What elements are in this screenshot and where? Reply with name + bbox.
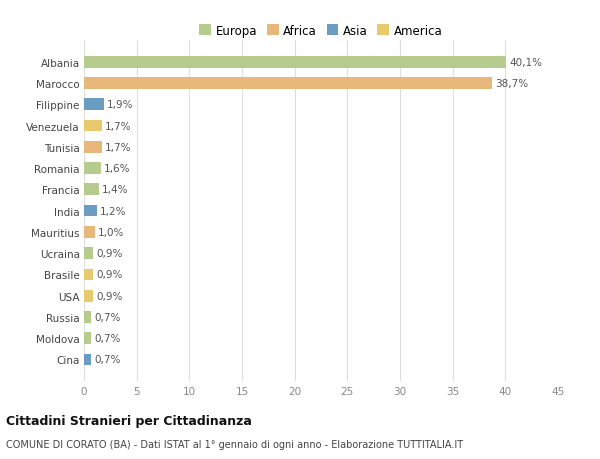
Bar	[84, 269, 94, 280]
Text: COMUNE DI CORATO (BA) - Dati ISTAT al 1° gennaio di ogni anno - Elaborazione TUT: COMUNE DI CORATO (BA) - Dati ISTAT al 1°…	[6, 440, 463, 449]
Bar	[84, 99, 104, 111]
Legend: Europa, Africa, Asia, America: Europa, Africa, Asia, America	[194, 20, 448, 42]
Bar	[84, 120, 102, 132]
Text: 1,0%: 1,0%	[98, 227, 124, 237]
Text: 38,7%: 38,7%	[495, 79, 528, 89]
Text: 0,7%: 0,7%	[95, 312, 121, 322]
Bar	[84, 354, 91, 365]
Text: 0,7%: 0,7%	[95, 334, 121, 343]
Text: 1,9%: 1,9%	[107, 100, 134, 110]
Bar	[84, 248, 94, 259]
Bar	[84, 184, 99, 196]
Text: 0,9%: 0,9%	[97, 291, 123, 301]
Bar	[84, 142, 102, 153]
Text: 0,9%: 0,9%	[97, 270, 123, 280]
Text: 1,7%: 1,7%	[105, 142, 131, 152]
Text: 40,1%: 40,1%	[509, 57, 542, 67]
Text: 1,6%: 1,6%	[104, 164, 131, 174]
Bar	[84, 333, 91, 344]
Bar	[84, 227, 95, 238]
Bar	[84, 311, 91, 323]
Bar	[84, 205, 97, 217]
Text: Cittadini Stranieri per Cittadinanza: Cittadini Stranieri per Cittadinanza	[6, 414, 252, 428]
Text: 1,7%: 1,7%	[105, 121, 131, 131]
Text: 0,9%: 0,9%	[97, 249, 123, 258]
Text: 1,4%: 1,4%	[102, 185, 128, 195]
Bar	[84, 57, 506, 68]
Bar	[84, 78, 491, 90]
Text: 1,2%: 1,2%	[100, 206, 127, 216]
Bar	[84, 290, 94, 302]
Bar	[84, 163, 101, 174]
Text: 0,7%: 0,7%	[95, 355, 121, 365]
